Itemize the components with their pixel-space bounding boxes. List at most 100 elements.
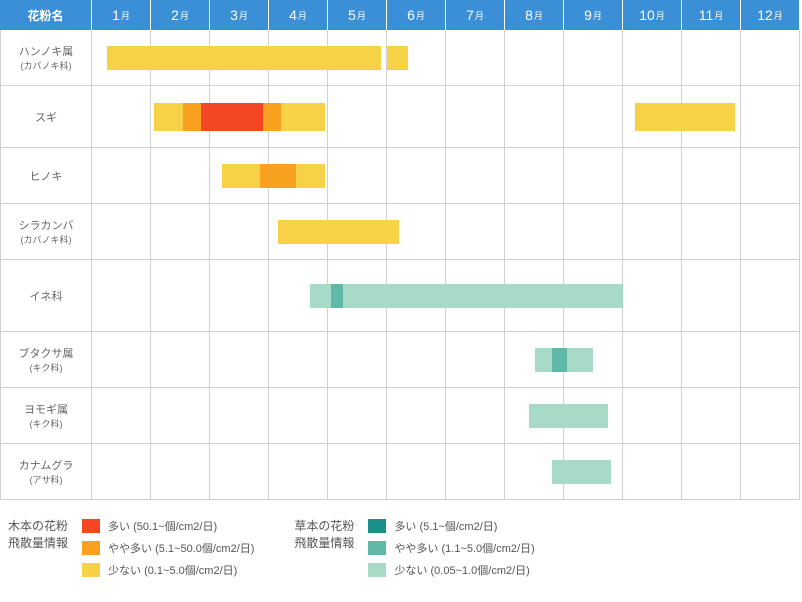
month-suffix: 月 <box>416 9 425 22</box>
month-number: 3 <box>230 7 238 23</box>
legend-grass: 草本の花粉 飛散量情報 多い (5.1~個/cm2/日)やや多い (1.1~5.… <box>294 518 534 578</box>
month-cell <box>505 260 564 332</box>
month-cell <box>682 332 741 388</box>
month-cell <box>92 444 151 500</box>
month-cell <box>682 444 741 500</box>
month-number: 5 <box>348 7 356 23</box>
legend-item: やや多い (5.1~50.0個/cm2/日) <box>82 540 254 556</box>
pollen-name-cell: イネ科 <box>0 260 92 332</box>
pollen-family: (カバノキ科) <box>21 233 72 246</box>
legend-grass-items: 多い (5.1~個/cm2/日)やや多い (1.1~5.0個/cm2/日)少ない… <box>368 518 534 578</box>
month-cell <box>210 148 269 204</box>
month-cell <box>269 388 328 444</box>
month-cell <box>682 388 741 444</box>
header-month-7: 7月 <box>446 0 505 30</box>
month-number: 10 <box>639 7 655 23</box>
header-month-5: 5月 <box>328 0 387 30</box>
month-suffix: 月 <box>774 9 783 22</box>
month-cell <box>269 332 328 388</box>
month-cell <box>741 30 800 86</box>
pollen-row: ヒノキ <box>0 148 800 204</box>
month-cell <box>387 332 446 388</box>
month-cell <box>623 148 682 204</box>
month-number: 11 <box>699 7 714 23</box>
month-cell <box>328 444 387 500</box>
month-cell <box>623 260 682 332</box>
month-number: 9 <box>584 7 592 23</box>
month-cell <box>446 444 505 500</box>
month-cell <box>210 444 269 500</box>
month-cell <box>151 86 210 148</box>
month-cell <box>210 30 269 86</box>
month-cell <box>623 444 682 500</box>
month-suffix: 月 <box>298 9 307 22</box>
pollen-name: スギ <box>35 109 57 125</box>
month-cell <box>623 388 682 444</box>
month-cell <box>682 204 741 260</box>
header-month-11: 11月 <box>682 0 741 30</box>
pollen-family: (アサ科) <box>30 473 63 486</box>
month-cell <box>741 148 800 204</box>
pollen-family: (カバノキ科) <box>21 59 72 72</box>
month-cell <box>92 260 151 332</box>
month-cell <box>682 86 741 148</box>
month-cell <box>741 260 800 332</box>
legend-item: 多い (50.1~個/cm2/日) <box>82 518 254 534</box>
month-cell <box>210 86 269 148</box>
legend-swatch <box>368 541 386 555</box>
legend-swatch <box>82 519 100 533</box>
month-cell <box>151 30 210 86</box>
month-cell <box>564 86 623 148</box>
month-cell <box>92 148 151 204</box>
legend-item: やや多い (1.1~5.0個/cm2/日) <box>368 540 534 556</box>
month-cell <box>505 444 564 500</box>
month-cell <box>682 148 741 204</box>
month-cell <box>741 444 800 500</box>
legend-tree: 木本の花粉 飛散量情報 多い (50.1~個/cm2/日)やや多い (5.1~5… <box>8 518 254 578</box>
month-cell <box>682 260 741 332</box>
pollen-row: カナムグラ(アサ科) <box>0 444 800 500</box>
pollen-calendar-chart: 花粉名 1月2月3月4月5月6月7月8月9月10月11月12月 ハンノキ属(カバ… <box>0 0 800 500</box>
rows-container: ハンノキ属(カバノキ科)スギヒノキシラカンバ(カバノキ科)イネ科ブタクサ属(キク… <box>0 30 800 500</box>
header-month-10: 10月 <box>623 0 682 30</box>
month-cell <box>446 204 505 260</box>
month-cell <box>328 86 387 148</box>
pollen-name: イネ科 <box>30 288 63 304</box>
month-cell <box>564 204 623 260</box>
month-cell <box>210 204 269 260</box>
month-cell <box>741 86 800 148</box>
month-cell <box>564 444 623 500</box>
month-cell <box>92 332 151 388</box>
month-cell <box>328 204 387 260</box>
pollen-name-cell: カナムグラ(アサ科) <box>0 444 92 500</box>
month-cell <box>387 444 446 500</box>
pollen-name: ブタクサ属 <box>19 345 74 361</box>
header-month-3: 3月 <box>210 0 269 30</box>
month-cell <box>387 148 446 204</box>
month-cell <box>92 30 151 86</box>
month-suffix: 月 <box>534 9 543 22</box>
month-cell <box>387 388 446 444</box>
legend-tree-items: 多い (50.1~個/cm2/日)やや多い (5.1~50.0個/cm2/日)少… <box>82 518 254 578</box>
month-number: 7 <box>466 7 474 23</box>
pollen-name-cell: ヨモギ属(キク科) <box>0 388 92 444</box>
month-cell <box>682 30 741 86</box>
month-cell <box>564 332 623 388</box>
pollen-name: ヨモギ属 <box>24 401 68 417</box>
pollen-name: カナムグラ <box>19 457 74 473</box>
month-cell <box>151 204 210 260</box>
month-cell <box>328 30 387 86</box>
header-row: 花粉名 1月2月3月4月5月6月7月8月9月10月11月12月 <box>0 0 800 30</box>
month-cell <box>269 444 328 500</box>
month-cell <box>210 332 269 388</box>
month-cell <box>505 30 564 86</box>
month-cell <box>269 260 328 332</box>
pollen-row: イネ科 <box>0 260 800 332</box>
pollen-row: ヨモギ属(キク科) <box>0 388 800 444</box>
month-cell <box>269 204 328 260</box>
month-cell <box>505 332 564 388</box>
month-suffix: 月 <box>180 9 189 22</box>
month-cell <box>92 86 151 148</box>
month-suffix: 月 <box>239 9 248 22</box>
pollen-name-cell: ハンノキ属(カバノキ科) <box>0 30 92 86</box>
